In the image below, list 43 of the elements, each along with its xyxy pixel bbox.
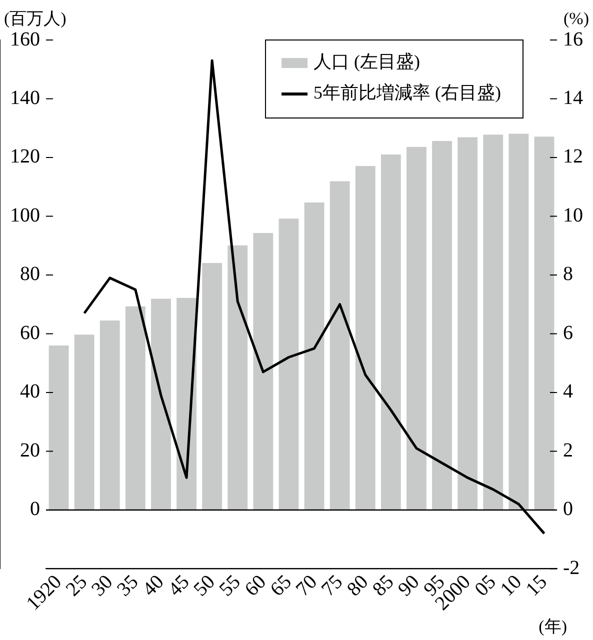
y2-tick-label: 16 [563, 28, 583, 50]
y2-tick-label: 12 [563, 146, 583, 168]
y2-tick-label: 14 [563, 87, 583, 109]
bar [508, 134, 529, 510]
bar [458, 137, 478, 510]
bar [534, 136, 554, 510]
y2-axis-title: (%) [564, 9, 589, 28]
y-tick-label: 140 [10, 87, 40, 109]
y2-tick-label: 2 [563, 439, 573, 462]
y-axis-title: (百万人) [4, 9, 66, 28]
y2-tick-label: -2 [563, 556, 580, 579]
bar [330, 181, 350, 510]
bar [355, 166, 376, 510]
bar [125, 306, 146, 510]
bar [380, 154, 401, 510]
y-tick-label: 120 [10, 146, 40, 168]
y-tick-label: 60 [20, 322, 40, 344]
bar [406, 146, 426, 510]
legend-label: 人口 (左目盛) [314, 52, 420, 72]
bar [483, 134, 504, 510]
bar [304, 202, 324, 510]
bar [432, 141, 452, 510]
bar [74, 334, 94, 510]
bar [228, 245, 248, 510]
bar [48, 345, 69, 510]
bar [278, 218, 299, 510]
y-tick-label: 80 [20, 263, 40, 286]
legend-label: 5年前比増減率 (右目盛) [314, 82, 502, 103]
y2-tick-label: 10 [563, 204, 583, 226]
bar [253, 232, 274, 510]
y2-tick-label: 4 [563, 380, 573, 403]
bar [202, 262, 222, 510]
bar [100, 320, 120, 510]
y2-tick-label: 8 [563, 263, 573, 286]
y2-tick-label: 0 [563, 498, 573, 520]
y-tick-label: 0 [30, 498, 40, 520]
y-tick-label: 100 [10, 204, 40, 226]
y-tick-label: 40 [20, 380, 40, 403]
bar [151, 298, 171, 510]
y-tick-label: 160 [10, 28, 40, 50]
y-tick-label: 20 [20, 439, 40, 462]
y2-tick-label: 6 [563, 322, 573, 344]
x-axis-title: (年) [538, 617, 567, 636]
